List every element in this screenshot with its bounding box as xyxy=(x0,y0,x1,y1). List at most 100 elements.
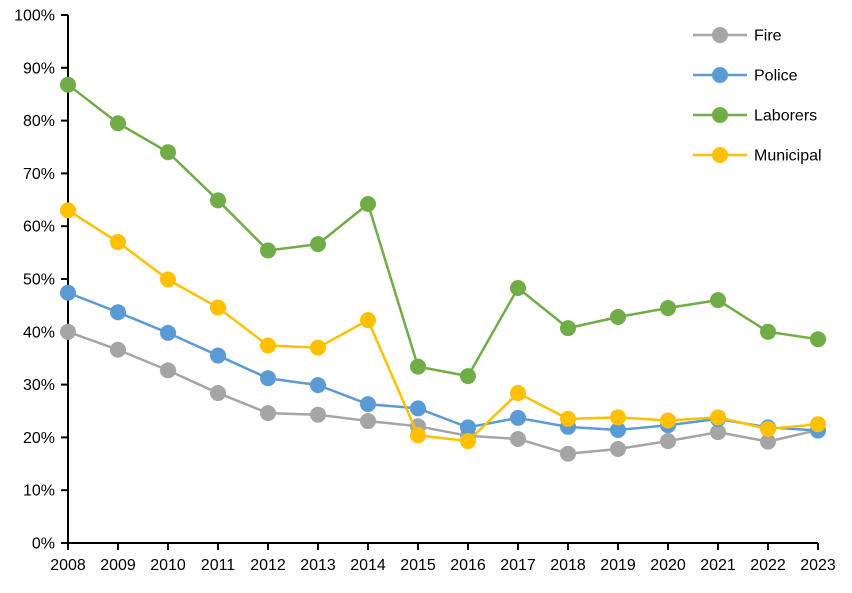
data-point-fire-2008 xyxy=(60,323,76,340)
data-point-fire-2020 xyxy=(660,433,676,450)
legend-label-police: Police xyxy=(754,68,798,85)
y-axis-tick-label: 30% xyxy=(23,377,55,394)
data-point-laborers-2016 xyxy=(460,368,476,385)
data-point-police-2013 xyxy=(310,377,326,394)
x-axis-tick-label: 2023 xyxy=(800,557,836,574)
data-point-laborers-2020 xyxy=(660,300,676,317)
y-axis-tick-label: 90% xyxy=(23,60,55,77)
x-axis-tick-label: 2010 xyxy=(150,557,186,574)
legend-label-municipal: Municipal xyxy=(754,148,822,165)
data-point-police-2011 xyxy=(210,347,226,364)
x-axis-tick-label: 2013 xyxy=(300,557,336,574)
legend-item-police: Police xyxy=(693,67,798,85)
data-point-police-2015 xyxy=(410,400,426,417)
x-axis-tick-label: 2016 xyxy=(450,557,486,574)
data-point-laborers-2015 xyxy=(410,358,426,375)
data-point-laborers-2017 xyxy=(510,279,526,296)
series-line-municipal xyxy=(67,209,819,443)
series-line-police xyxy=(67,291,819,432)
x-axis-tick-label: 2017 xyxy=(500,557,536,574)
data-point-municipal-2021 xyxy=(710,409,726,426)
x-axis-tick-label: 2012 xyxy=(250,557,286,574)
x-axis-tick-label: 2022 xyxy=(750,557,786,574)
data-point-police-2014 xyxy=(360,396,376,413)
data-point-fire-2012 xyxy=(260,405,276,422)
data-point-fire-2019 xyxy=(610,441,626,458)
data-point-municipal-2013 xyxy=(310,339,326,356)
data-point-municipal-2014 xyxy=(360,312,376,329)
legend-item-municipal: Municipal xyxy=(693,147,822,165)
data-point-laborers-2018 xyxy=(560,320,576,337)
data-point-fire-2013 xyxy=(310,406,326,423)
data-point-police-2010 xyxy=(160,324,176,341)
x-axis-tick-label: 2015 xyxy=(400,557,436,574)
data-point-fire-2011 xyxy=(210,385,226,402)
data-point-municipal-2012 xyxy=(260,337,276,354)
legend-item-fire: Fire xyxy=(693,27,782,45)
x-axis-tick-label: 2008 xyxy=(50,557,86,574)
data-point-municipal-2019 xyxy=(610,409,626,426)
data-point-municipal-2010 xyxy=(160,271,176,288)
y-axis-tick-label: 70% xyxy=(23,166,55,183)
data-point-municipal-2016 xyxy=(460,433,476,450)
data-point-laborers-2010 xyxy=(160,144,176,161)
data-point-police-2012 xyxy=(260,370,276,387)
data-point-fire-2017 xyxy=(510,430,526,447)
x-axis-tick-label: 2020 xyxy=(650,557,686,574)
data-point-laborers-2022 xyxy=(760,323,776,340)
data-point-police-2009 xyxy=(110,304,126,321)
data-point-municipal-2011 xyxy=(210,299,226,316)
data-point-police-2017 xyxy=(510,409,526,426)
data-point-laborers-2019 xyxy=(610,309,626,326)
legend-label-fire: Fire xyxy=(754,28,782,45)
legend-item-laborers: Laborers xyxy=(693,107,817,125)
legend-marker-laborers xyxy=(712,107,728,123)
data-point-municipal-2018 xyxy=(560,410,576,427)
data-point-fire-2018 xyxy=(560,445,576,462)
y-axis-tick-label: 50% xyxy=(23,272,55,289)
data-point-fire-2009 xyxy=(110,341,126,358)
x-axis-tick-label: 2009 xyxy=(100,557,136,574)
data-point-municipal-2015 xyxy=(410,427,426,444)
data-point-fire-2010 xyxy=(160,362,176,379)
series-line-laborers xyxy=(67,83,819,378)
legend-marker-police xyxy=(712,67,728,83)
data-point-laborers-2013 xyxy=(310,236,326,253)
x-axis-tick-label: 2011 xyxy=(201,557,236,574)
x-axis-tick-label: 2021 xyxy=(700,557,736,574)
data-point-laborers-2023 xyxy=(810,331,826,348)
data-point-laborers-2021 xyxy=(710,292,726,309)
data-point-fire-2014 xyxy=(360,413,376,430)
x-axis-tick-label: 2014 xyxy=(350,557,386,574)
data-point-laborers-2011 xyxy=(210,192,226,209)
data-point-municipal-2009 xyxy=(110,234,126,251)
data-point-laborers-2008 xyxy=(60,76,76,93)
data-point-police-2008 xyxy=(60,284,76,301)
y-axis-tick-label: 80% xyxy=(23,113,55,130)
legend-label-laborers: Laborers xyxy=(754,108,817,125)
legend-marker-fire xyxy=(712,27,728,43)
data-point-municipal-2017 xyxy=(510,385,526,402)
y-axis-tick-label: 20% xyxy=(23,430,55,447)
legend-marker-municipal xyxy=(712,147,728,163)
data-point-municipal-2022 xyxy=(760,420,776,437)
data-point-laborers-2012 xyxy=(260,242,276,259)
y-axis-tick-label: 0% xyxy=(32,536,55,553)
data-point-fire-2021 xyxy=(710,424,726,441)
data-point-fire-2022 xyxy=(760,433,776,450)
data-point-municipal-2023 xyxy=(810,416,826,433)
series-line-fire xyxy=(67,330,819,456)
data-point-police-2016 xyxy=(460,419,476,436)
y-axis-tick-label: 10% xyxy=(23,483,55,500)
x-axis-tick-label: 2018 xyxy=(550,557,586,574)
data-point-police-2019 xyxy=(610,422,626,439)
data-point-municipal-2008 xyxy=(60,202,76,219)
data-point-laborers-2009 xyxy=(110,115,126,132)
y-axis-tick-label: 60% xyxy=(23,219,55,236)
data-point-municipal-2020 xyxy=(660,412,676,429)
x-axis-tick-label: 2019 xyxy=(600,557,636,574)
data-point-laborers-2014 xyxy=(360,196,376,213)
y-axis-tick-label: 40% xyxy=(23,324,55,341)
